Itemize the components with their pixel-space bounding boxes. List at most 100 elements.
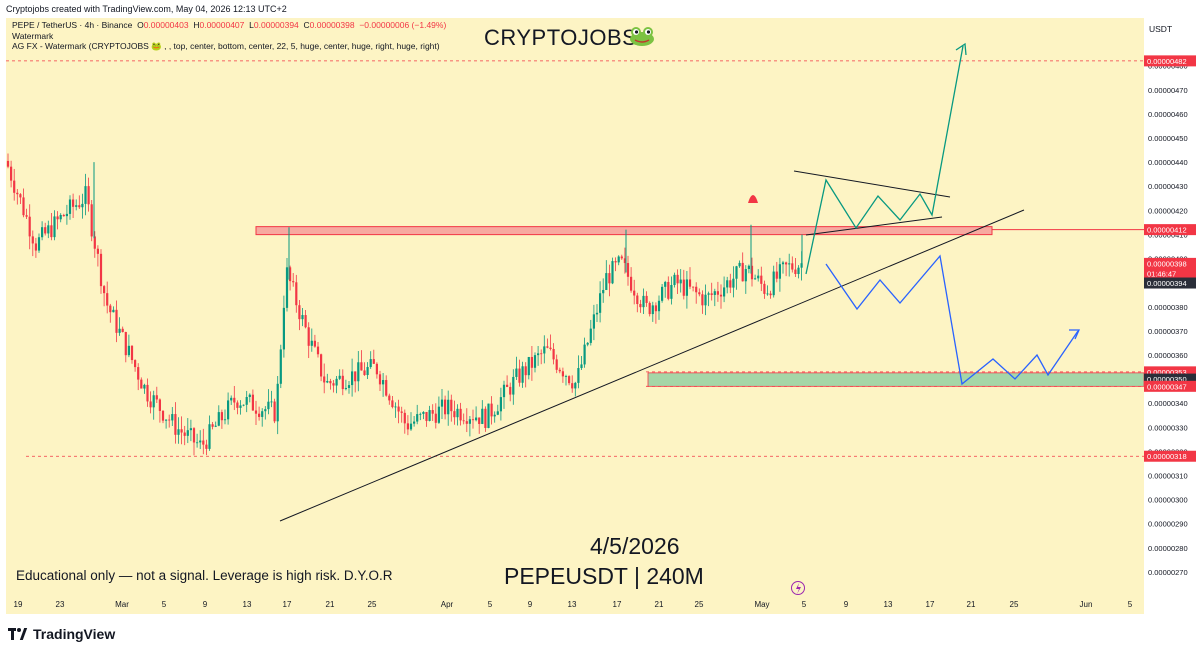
candle-body: [431, 410, 434, 414]
resistance-zone: [255, 226, 993, 236]
candle-body: [524, 366, 527, 376]
legend-indicator-params[interactable]: AG FX - Watermark (CRYPTOJOBS 🐸 , , top,…: [12, 41, 440, 51]
candle-body: [595, 312, 599, 315]
candle-body: [617, 256, 620, 263]
candle-body: [543, 346, 546, 354]
disclaimer-text: Educational only — not a signal. Leverag…: [16, 568, 393, 583]
price-axis-badge-label: 0.00000412: [1147, 226, 1187, 235]
y-tick-label: 0.00000310: [1148, 472, 1188, 481]
candle-body: [134, 360, 137, 368]
candle-body: [434, 413, 437, 423]
candle-body: [78, 205, 81, 208]
watermark-text: CRYPTOJOBS: [484, 25, 638, 50]
candle-body: [583, 344, 586, 365]
pennant-lower-line: [805, 216, 943, 236]
candle-body: [710, 293, 713, 295]
event-marker-icon: [791, 581, 805, 595]
currency-label: USDT: [1149, 24, 1173, 34]
candle-body: [750, 265, 754, 280]
candle-body: [397, 406, 400, 412]
candle-body: [723, 287, 726, 297]
candle-body: [301, 315, 304, 320]
candle-body: [59, 214, 62, 220]
candle-body: [781, 262, 785, 265]
candle-body: [295, 282, 298, 306]
candle-body: [440, 399, 444, 407]
candle-body: [103, 286, 106, 294]
y-tick-label: 0.00000440: [1148, 158, 1188, 167]
tradingview-brand[interactable]: TradingView: [8, 626, 115, 642]
candle-body: [146, 384, 149, 402]
price-axis-badge-label: 0.00000350: [1147, 375, 1187, 384]
candle-body: [561, 371, 564, 377]
candle-body: [425, 411, 428, 421]
candle-body: [127, 345, 130, 356]
candle-body: [53, 216, 56, 238]
candle-body: [165, 419, 168, 421]
price-axis-badge: [1144, 277, 1196, 289]
candle-body: [716, 291, 719, 295]
price-axis-badge: [1144, 224, 1196, 236]
candle-body: [506, 384, 509, 387]
y-tick-label: 0.00000420: [1148, 206, 1188, 215]
price-axis-scale[interactable]: 0.000004800.000004700.000004600.00000450…: [1144, 18, 1200, 614]
candle-body: [267, 401, 270, 410]
candle-body: [282, 307, 285, 350]
candle-body: [137, 367, 140, 380]
candle-body: [568, 376, 571, 384]
x-tick-label: Apr: [441, 600, 454, 609]
candle-body: [75, 205, 78, 207]
candle-body: [729, 280, 732, 288]
candle-body: [196, 442, 199, 444]
x-tick-label: 17: [283, 600, 292, 609]
candle-body: [227, 400, 230, 420]
candle-body: [797, 267, 800, 275]
candle-body: [521, 366, 524, 383]
candle-body: [183, 432, 186, 436]
candle-body: [199, 440, 202, 443]
legend-main-row[interactable]: PEPE / TetherUS · 4h · Binance O0.000004…: [12, 20, 447, 30]
legend-high: 0.00000407: [199, 20, 245, 30]
candle-body: [326, 380, 329, 383]
chart-pane[interactable]: 19 23 Mar 5 9 13 17 21 25 Apr 5 9 13 17 21 25 May 5 9 13 17 2…: [6, 18, 1145, 614]
candle-body: [25, 215, 28, 217]
y-tick-label: 0.00000280: [1148, 544, 1188, 553]
candle-body: [760, 275, 763, 284]
candle-body: [589, 328, 592, 343]
candle-body: [186, 430, 189, 436]
price-axis[interactable]: 0.000004800.000004700.000004600.00000450…: [1144, 18, 1200, 614]
candle-body: [608, 273, 611, 284]
candle-body: [763, 283, 766, 294]
candle-body: [304, 315, 307, 328]
candle-body: [778, 264, 781, 279]
candle-body: [347, 385, 351, 388]
snapshot-credit: Cryptojobs created with TradingView.com,…: [6, 4, 287, 14]
candle-body: [642, 295, 645, 308]
candle-body: [270, 401, 273, 403]
candle-body: [236, 402, 239, 408]
candle-body: [41, 227, 44, 238]
candle-body: [757, 275, 760, 279]
price-axis-badge-label: 0.00000353: [1147, 368, 1187, 377]
candle-body: [580, 364, 583, 369]
candle-body: [788, 263, 791, 265]
candle-body: [124, 332, 127, 356]
price-axis-badge-label: 01:46:47: [1147, 269, 1176, 278]
candle-body: [251, 394, 254, 411]
price-chart[interactable]: 19 23 Mar 5 9 13 17 21 25 Apr 5 9 13 17 21 25 May 5 9 13 17 2…: [6, 18, 1145, 614]
y-tick-label: 0.00000340: [1148, 399, 1188, 408]
candle-body: [419, 413, 422, 415]
legend-indicator-name[interactable]: Watermark: [12, 30, 54, 41]
candle-body: [158, 399, 161, 411]
candle-body: [546, 346, 549, 348]
pennant-upper-line: [793, 170, 951, 198]
x-tick-label: May: [754, 600, 769, 609]
candle-body: [388, 395, 391, 401]
candle-body: [475, 417, 478, 421]
candle-body: [65, 213, 68, 217]
tradingview-logo-icon: [8, 628, 28, 640]
candle-body: [81, 203, 84, 208]
candle-body: [698, 292, 701, 295]
candle-body: [527, 356, 530, 376]
candle-body: [211, 424, 214, 427]
